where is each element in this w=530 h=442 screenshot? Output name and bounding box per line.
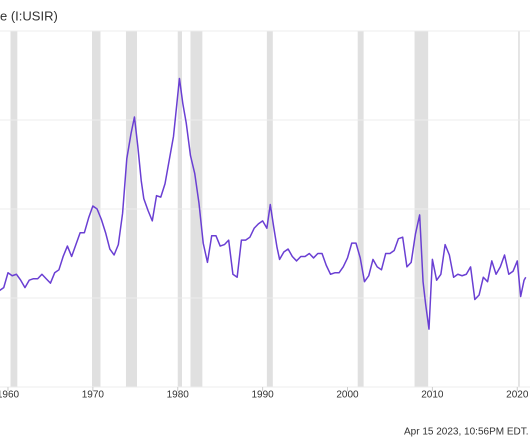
chart-title: e (I:USIR) [0,8,58,23]
line [0,77,527,330]
x-tick-label: 1980 [167,390,190,401]
x-tick-label: 2000 [336,390,359,401]
x-tick-label: 2010 [421,390,444,401]
x-tick-label: 2020 [506,390,529,401]
x-tick-label: 1990 [251,390,274,401]
footer: Apr 15 2023, 10:56PM EDT. Powere [404,427,530,438]
x-tick-label: 1960 [0,390,20,401]
x-tick-label: 1970 [82,390,105,401]
